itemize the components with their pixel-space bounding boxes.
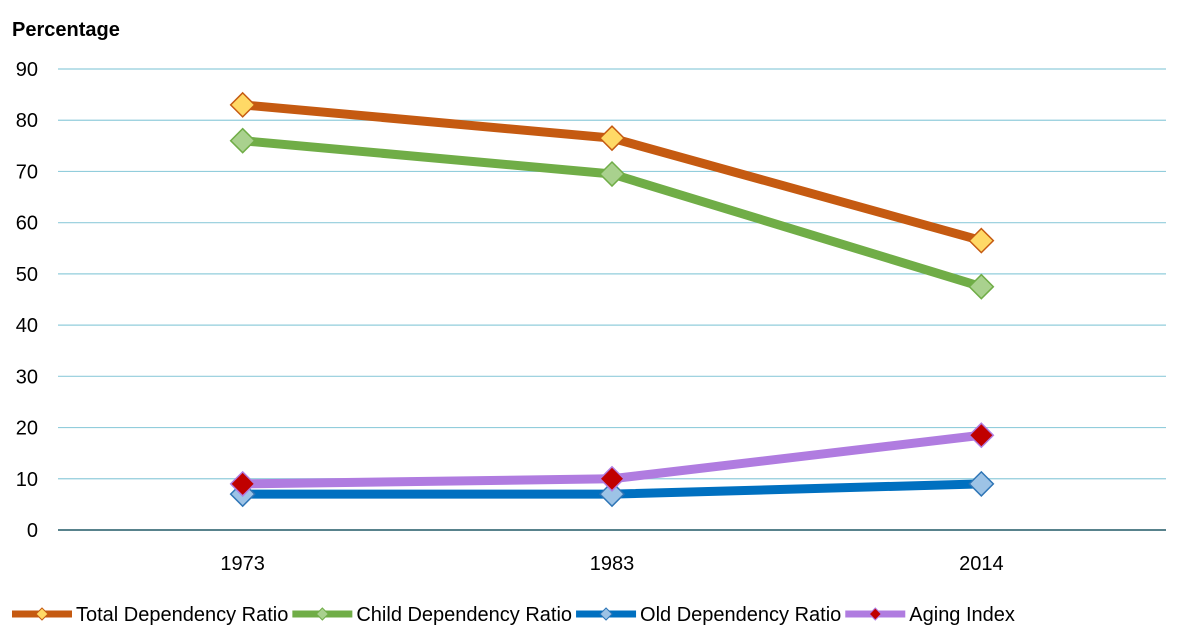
data-point-total-dependency-ratio [968, 227, 995, 254]
legend-label: Total Dependency Ratio [76, 604, 288, 626]
y-tick-label: 10 [16, 469, 38, 491]
legend-label: Old Dependency Ratio [640, 604, 841, 626]
y-tick-label: 60 [16, 213, 38, 235]
y-tick-label: 80 [16, 110, 38, 132]
legend-label: Child Dependency Ratio [356, 604, 572, 626]
y-tick-label: 30 [16, 366, 38, 388]
x-tick-labels: 1973 1983 2014 [220, 553, 1003, 575]
data-point-old-dependency-ratio [968, 470, 995, 497]
legend-item: Total Dependency Ratio [12, 604, 288, 626]
legend-item: Child Dependency Ratio [292, 604, 572, 626]
legend-swatch-marker [35, 607, 49, 621]
y-tick-label: 20 [16, 418, 38, 440]
x-tick-label: 2014 [959, 553, 1004, 575]
data-point-aging-index [229, 470, 256, 497]
legend-swatch-marker [868, 607, 882, 621]
y-tick-label: 90 [16, 59, 38, 81]
data-point-total-dependency-ratio [598, 125, 626, 152]
data-point-total-dependency-ratio [229, 91, 256, 118]
data-point-child-dependency-ratio [968, 273, 995, 300]
legend-item: Old Dependency Ratio [576, 604, 841, 626]
legend: Total Dependency Ratio Child Dependency R… [12, 604, 1015, 626]
legend-label: Aging Index [909, 604, 1015, 626]
data-point-aging-index [968, 422, 995, 449]
data-point-child-dependency-ratio [229, 127, 256, 154]
legend-swatch-marker [599, 607, 613, 621]
series-markers [229, 91, 995, 508]
y-tick-label: 50 [16, 264, 38, 286]
y-tick-label: 40 [16, 315, 38, 337]
y-tick-label: 70 [16, 161, 38, 183]
y-tick-labels: 0 10 20 30 40 50 60 70 80 90 [16, 59, 38, 542]
x-tick-label: 1973 [220, 553, 265, 575]
legend-swatch-marker [315, 607, 330, 621]
legend-item: Aging Index [845, 604, 1015, 626]
data-point-old-dependency-ratio [598, 481, 626, 508]
y-tick-label: 0 [27, 520, 38, 542]
x-tick-label: 1983 [590, 553, 635, 575]
y-axis-title: Percentage [12, 19, 120, 41]
data-point-aging-index [598, 465, 626, 492]
data-point-child-dependency-ratio [598, 160, 626, 188]
